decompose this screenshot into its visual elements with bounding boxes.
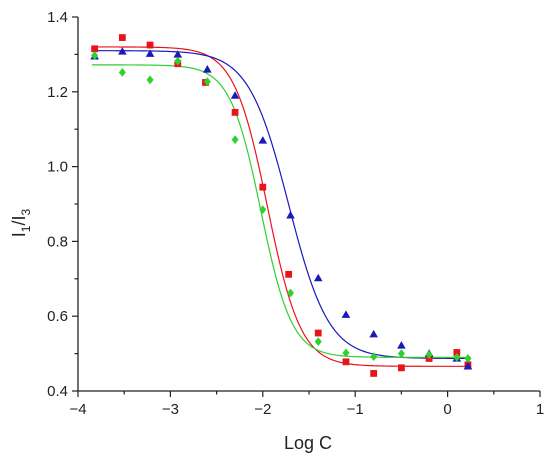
- y-tick-label: 0.8: [47, 233, 68, 250]
- diamond-marker: [203, 77, 211, 87]
- fit-curve-1: [91, 46, 471, 367]
- diamond-marker: [259, 205, 267, 215]
- triangle-marker: [118, 47, 127, 55]
- fit-curves: [91, 46, 471, 367]
- diamond-marker: [425, 350, 433, 360]
- square-marker: [146, 41, 154, 49]
- diamond-marker: [174, 56, 182, 66]
- diamond-marker: [231, 135, 239, 145]
- x-tick-label: −3: [162, 401, 179, 418]
- square-marker: [453, 349, 461, 356]
- triangle-marker: [463, 362, 473, 370]
- x-tick-label: 1: [536, 401, 544, 418]
- triangle-marker: [230, 91, 240, 99]
- diamond-marker: [370, 352, 378, 361]
- diamond-marker: [464, 354, 472, 363]
- square-marker: [370, 370, 378, 377]
- triangle-marker: [341, 310, 351, 318]
- triangle-marker: [203, 65, 212, 73]
- diamond-marker: [287, 288, 295, 298]
- data-markers: [90, 34, 473, 377]
- square-marker: [398, 364, 405, 372]
- axes: −4 −3 −2 −1 0 1 0.4 0.6 0.8 1.0 1.2 1.4: [47, 9, 544, 418]
- square-marker: [118, 34, 126, 41]
- x-axis-label: Log C: [284, 433, 332, 453]
- x-tick-label: −2: [254, 401, 271, 418]
- diamond-marker: [91, 51, 99, 60]
- diamond-marker: [397, 349, 405, 358]
- triangle-marker: [397, 341, 406, 349]
- square-marker: [285, 270, 293, 278]
- triangle-marker: [145, 49, 155, 57]
- fit-curve-2: [91, 50, 471, 360]
- diamond-marker: [118, 67, 126, 77]
- x-tick-label: 0: [443, 401, 451, 418]
- x-tick-label: −4: [69, 401, 86, 418]
- diamond-marker: [453, 352, 461, 362]
- fit-curve-3: [91, 64, 471, 358]
- diamond-marker: [146, 75, 154, 85]
- x-tick-label: −1: [347, 401, 364, 418]
- triangle-marker: [369, 329, 378, 338]
- y-tick-label: 0.4: [47, 383, 68, 400]
- y-tick-label: 1.0: [47, 159, 68, 176]
- triangle-marker: [173, 50, 183, 58]
- diamond-marker: [342, 348, 350, 358]
- diamond-marker: [314, 337, 322, 347]
- triangle-marker: [286, 210, 295, 219]
- square-marker: [259, 183, 267, 191]
- square-marker: [91, 45, 99, 53]
- square-marker: [314, 329, 322, 337]
- triangle-marker: [258, 136, 268, 144]
- square-marker: [231, 108, 239, 116]
- y-tick-label: 1.4: [47, 9, 68, 26]
- square-marker: [342, 358, 350, 366]
- y-tick-label: 1.2: [47, 84, 68, 101]
- y-tick-label: 0.6: [47, 308, 68, 325]
- y-axis-label: I1/I3: [9, 208, 33, 237]
- triangle-marker: [313, 273, 323, 282]
